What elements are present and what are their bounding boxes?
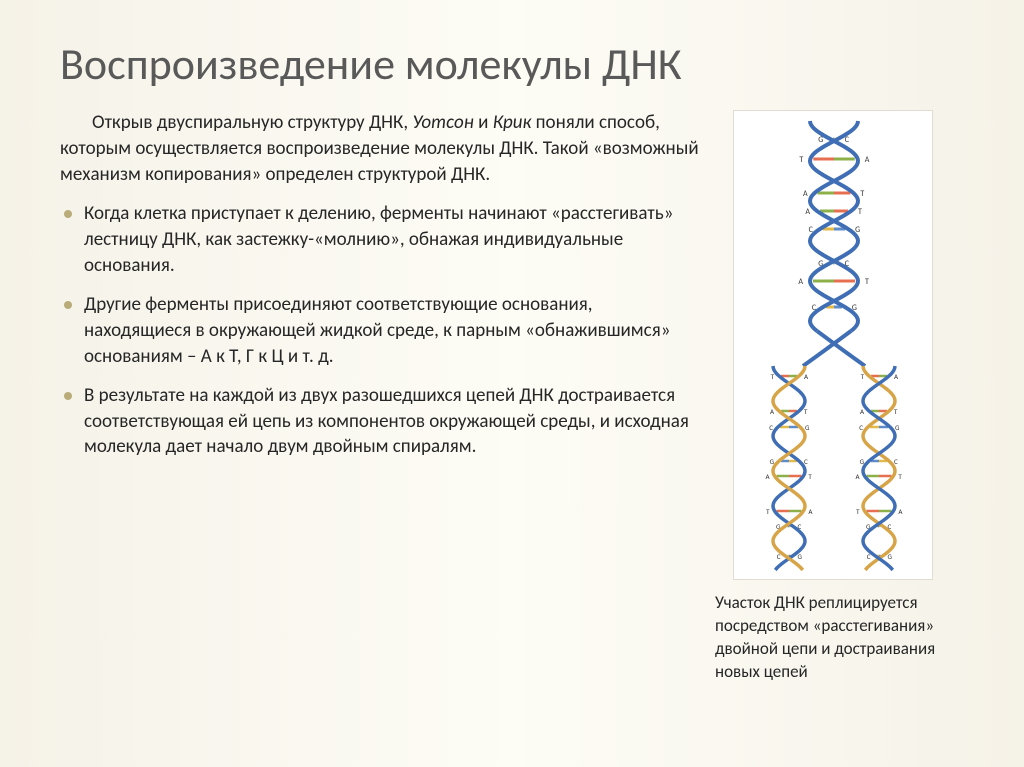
svg-text:T: T — [860, 372, 864, 381]
dna-svg: GCTAATATCGGCATCGTAATCGGCATTAGCCGTAATCGGC… — [734, 111, 934, 581]
svg-text:T: T — [803, 407, 807, 416]
svg-text:A: A — [798, 277, 803, 287]
svg-text:T: T — [860, 189, 864, 199]
svg-text:A: A — [765, 472, 770, 481]
slide-container: Воспроизведение молекулы ДНК Открыв двус… — [0, 0, 1024, 714]
svg-text:A: A — [808, 507, 813, 516]
svg-text:T: T — [799, 155, 803, 165]
svg-text:T: T — [893, 407, 897, 416]
list-item: В результате на каждой из двух разошедши… — [60, 383, 700, 460]
svg-text:A: A — [893, 372, 898, 381]
svg-text:T: T — [856, 507, 860, 516]
svg-text:T: T — [808, 472, 812, 481]
svg-text:A: A — [803, 372, 808, 381]
svg-text:A: A — [805, 207, 810, 217]
figure-caption: Участок ДНК реплицируется посредством «р… — [715, 592, 950, 684]
figure-column: GCTAATATCGGCATCGTAATCGGCATTAGCCGTAATCGGC… — [715, 110, 950, 684]
svg-text:G: G — [895, 423, 900, 432]
svg-text:C: C — [769, 423, 773, 432]
svg-text:T: T — [770, 372, 774, 381]
svg-text:T: T — [766, 507, 770, 516]
list-item: Другие ферменты присоединяют соответству… — [60, 292, 700, 369]
intro-paragraph: Открыв двуспиральную структуру ДНК, Уотс… — [60, 110, 700, 187]
svg-text:A: A — [855, 472, 860, 481]
dna-replication-diagram: GCTAATATCGGCATCGTAATCGGCATTAGCCGTAATCGGC… — [733, 110, 933, 580]
bullet-list: Когда клетка приступает к делению, ферме… — [60, 201, 700, 460]
svg-text:A: A — [864, 155, 869, 165]
svg-text:C: C — [859, 423, 863, 432]
slide-title: Воспроизведение молекулы ДНК — [60, 40, 974, 88]
svg-text:T: T — [857, 207, 861, 217]
svg-text:G: G — [805, 423, 810, 432]
list-item: Когда клетка приступает к делению, ферме… — [60, 201, 700, 278]
svg-text:A: A — [802, 189, 807, 199]
text-column: Открыв двуспиральную структуру ДНК, Уотс… — [60, 110, 700, 684]
svg-text:T: T — [865, 277, 869, 287]
svg-text:A: A — [898, 507, 903, 516]
content-row: Открыв двуспиральную структуру ДНК, Уотс… — [60, 110, 974, 684]
svg-text:T: T — [898, 472, 902, 481]
